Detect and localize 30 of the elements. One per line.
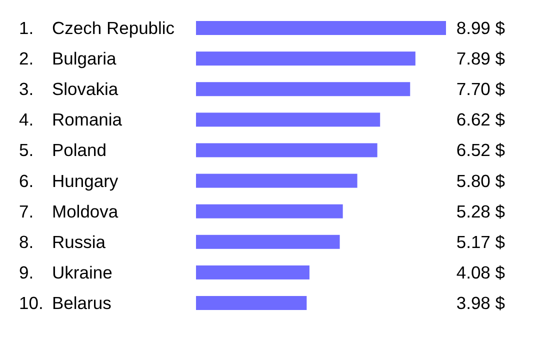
bar bbox=[196, 204, 343, 218]
data-label: 5.80 $ bbox=[456, 170, 506, 191]
y-tick-label: 7. Moldova bbox=[19, 201, 118, 222]
bar bbox=[196, 52, 416, 66]
y-tick-label: 3. Slovakia bbox=[19, 79, 118, 100]
bar bbox=[196, 21, 446, 35]
data-label: 4.08 $ bbox=[456, 262, 506, 282]
y-tick-label: 4. Romania bbox=[19, 110, 122, 130]
y-tick-label: 1. Czech Republic bbox=[19, 18, 175, 38]
y-tick-label: 8. Russia bbox=[19, 232, 106, 252]
y-tick-label: 2. Bulgaria bbox=[19, 48, 116, 69]
data-label: 3.98 $ bbox=[456, 293, 506, 313]
data-label: 6.52 $ bbox=[456, 140, 506, 160]
data-label: 7.70 $ bbox=[456, 79, 506, 100]
y-tick-label: 9. Ukraine bbox=[19, 262, 112, 282]
data-label: 7.89 $ bbox=[456, 48, 506, 69]
bar bbox=[196, 112, 380, 127]
data-label: 5.17 $ bbox=[456, 232, 506, 252]
data-label: 8.99 $ bbox=[456, 18, 506, 38]
y-tick-label: 6. Hungary bbox=[19, 170, 118, 191]
y-tick-label: 10. Belarus bbox=[19, 293, 112, 313]
bar bbox=[196, 143, 378, 158]
bar bbox=[196, 174, 358, 188]
data-label: 5.28 $ bbox=[456, 201, 506, 222]
y-tick-label: 5. Poland bbox=[19, 140, 106, 160]
bar bbox=[196, 265, 310, 280]
bar bbox=[196, 296, 307, 310]
data-label: 6.62 $ bbox=[456, 110, 506, 130]
bar bbox=[196, 82, 410, 96]
bar bbox=[196, 234, 340, 249]
